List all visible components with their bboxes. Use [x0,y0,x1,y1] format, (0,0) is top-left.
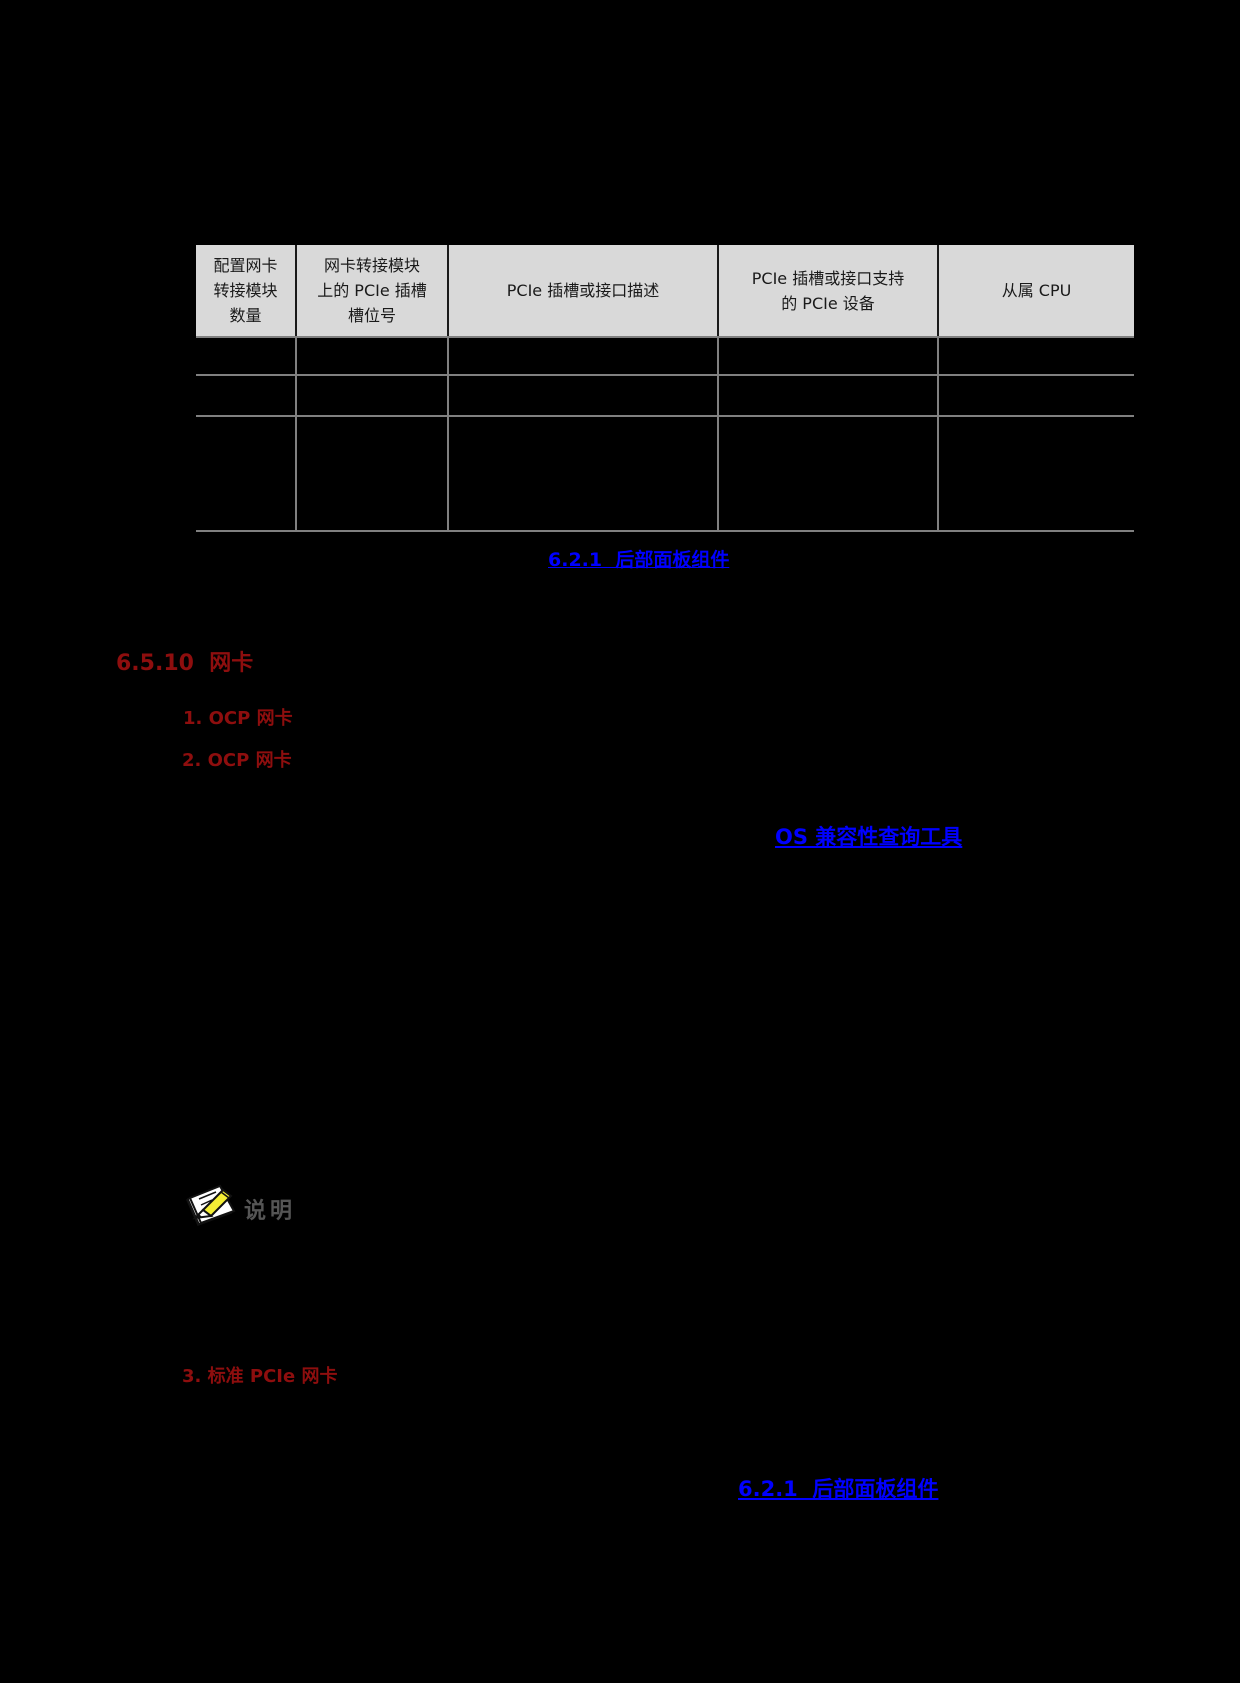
table-cell [196,375,296,417]
table-cell [295,337,448,376]
table-cell [447,337,718,376]
subheading-1-ocp-nic: 1. OCP 网卡 [183,708,293,729]
table-header-row: 配置网卡 转接模块 数量 网卡转接模块 上的 PCIe 插槽 槽位号 PCIe … [196,245,1134,338]
table-row [196,416,1134,532]
subheading-3-standard-pcie-nic: 3. 标准 PCIe 网卡 [182,1366,338,1387]
note-label: 说明 [244,1199,297,1224]
section-heading-6-5-10-nic: 6.5.10 网卡 [116,651,254,676]
link-os-compatibility-tool[interactable]: OS 兼容性查询工具 [775,825,963,849]
table-cell [717,416,938,532]
table-cell [717,375,938,417]
pcie-slot-spec-table: 配置网卡 转接模块 数量 网卡转接模块 上的 PCIe 插槽 槽位号 PCIe … [196,245,1134,532]
col-header-slot-number: 网卡转接模块 上的 PCIe 插槽 槽位号 [295,245,448,338]
table-cell [295,416,448,532]
col-header-adapter-count: 配置网卡 转接模块 数量 [196,245,296,338]
table-cell [196,416,296,532]
col-header-cpu: 从属 CPU [937,245,1134,338]
note-pencil-icon [186,1184,236,1226]
table-cell [447,416,718,532]
table-cell [196,337,296,376]
col-header-slot-desc: PCIe 插槽或接口描述 [447,245,718,338]
table-row [196,337,1134,376]
table-cell [447,375,718,417]
table-row [196,375,1134,417]
note-callout: 说明 [186,1182,296,1226]
table-cell [937,337,1134,376]
link-rear-panel-components[interactable]: 6.2.1 后部面板组件 [738,1477,939,1501]
col-header-slot-devices: PCIe 插槽或接口支持 的 PCIe 设备 [717,245,938,338]
table-cell [295,375,448,417]
table-cell [937,375,1134,417]
table-cell [937,416,1134,532]
subheading-2-ocp-nic: 2. OCP 网卡 [182,750,292,771]
link-rear-panel-components-caption[interactable]: 6.2.1 后部面板组件 [548,549,730,571]
table-cell [717,337,938,376]
